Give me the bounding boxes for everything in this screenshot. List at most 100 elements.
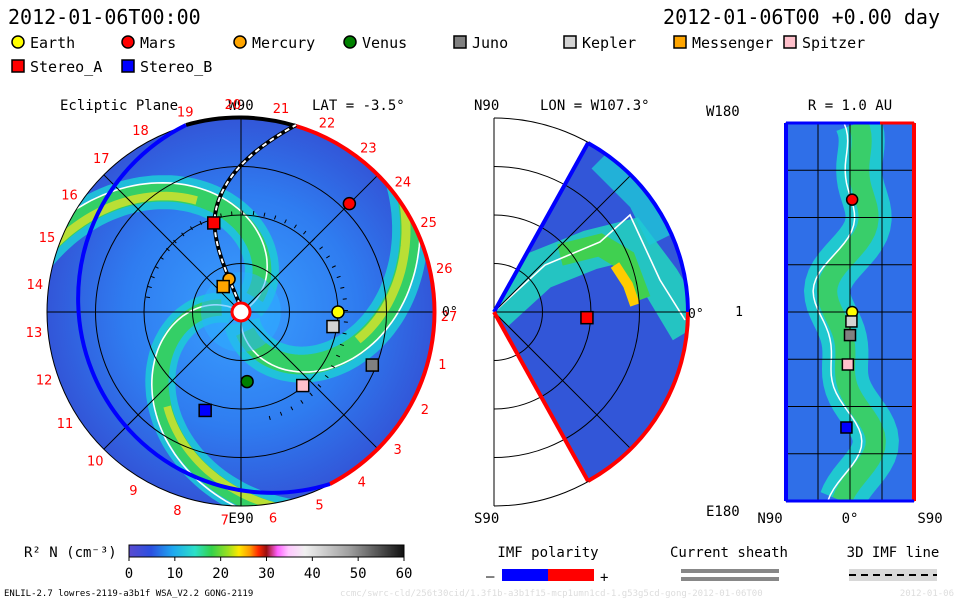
stereo-a-marker [11,59,25,73]
carrington-tick-26: 26 [436,262,453,277]
carrington-tick-19: 19 [177,106,194,121]
carrington-tick-15: 15 [39,231,56,246]
spitzer-marker [783,35,797,49]
legend-kepler-label: Kepler [582,34,636,52]
current-sheath-legend: Current sheath [670,545,788,581]
current-sheath-line-2 [681,577,779,581]
carrington-tick-11: 11 [57,417,74,432]
current-sheath-title: Current sheath [670,545,788,561]
meridional-rim-positive [587,311,690,483]
carrington-tick-7: 7 [221,513,229,528]
messenger-marker [216,279,230,294]
ecliptic-panel: Ecliptic Plane W90 LAT = -3.5° 123456789… [26,98,458,528]
legend-mercury-label: Mercury [252,34,315,52]
sun-marker [230,301,252,323]
ecliptic-right-label: 0° [442,305,458,320]
carrington-tick-22: 22 [319,117,336,132]
carrington-tick-14: 14 [27,278,44,293]
ecliptic-objects [198,196,380,418]
colorbar-ticks: 0 10 20 30 40 50 60 [125,557,413,582]
carrington-tick-25: 25 [420,216,437,231]
carrington-tick-27: 27 [441,310,458,325]
imf-line-legend: 3D IMF line [847,545,940,581]
lonlat-xtick-n90: N90 [757,511,782,527]
colorbar-tick-60: 60 [396,566,413,582]
lonlat-xtick-s90: S90 [917,511,942,527]
juno-marker [843,328,857,342]
stereo-b-marker [198,403,212,418]
ecliptic-rim-negative [76,123,331,495]
carrington-tick-24: 24 [395,175,412,190]
stereo-a-marker [207,216,221,230]
imf-line-title: 3D IMF line [847,545,940,561]
imf-polarity-plus: + [600,570,608,586]
lonlat-xtick-0-: 0° [842,511,859,527]
colorbar-tick-10: 10 [166,566,183,582]
carrington-tick-1: 1 [438,358,446,373]
imf-line-swatch-bg [849,569,937,581]
colorbar-scale [128,544,405,558]
colorbar-tick-20: 20 [212,566,229,582]
juno-marker [365,358,380,372]
venus-marker [240,374,254,389]
model-info: ENLIL-2.7 lowres-2119-a3b1f WSA_V2.2 GON… [4,589,253,599]
meridional-bottom-label: S90 [474,511,499,527]
legend-venus-label: Venus [362,34,407,52]
meridional-lon: LON = W107.3° [540,98,650,114]
juno-marker [453,35,467,49]
spitzer-marker [841,358,855,371]
stereo-b-marker [840,421,853,434]
imf-line [213,124,297,306]
meridional-panel: N90 LON = W107.3° 0° S90 [474,98,704,527]
current-sheath-line-1 [681,569,779,573]
colorbar-tick-0: 0 [125,566,133,582]
datetime-right: 2012-01-06T00 +0.00 day [663,5,940,29]
meridional-objects [580,310,594,325]
colorbar-tick-30: 30 [258,566,275,582]
object-legend: Earth Mars Mercury Venus Juno Kepler Messenger… [11,34,865,76]
carrington-tick-16: 16 [61,188,78,203]
legend-earth-label: Earth [30,34,75,52]
carrington-tick-23: 23 [360,142,377,157]
kepler-marker [326,319,340,334]
ecliptic-title: Ecliptic Plane [60,98,178,114]
ecliptic-top-label: W90 [228,98,253,114]
legend-juno-label: Juno [472,34,508,52]
legend-mars-label: Mars [140,34,176,52]
imf-positive-swatch [548,569,594,581]
stereo-a-marker [580,310,594,325]
ecliptic-bottom-label: E90 [228,511,253,527]
meridional-right-label: 0° [688,307,704,322]
legend-spitzer-label: Spitzer [802,34,865,52]
carrington-tick-3: 3 [393,443,401,458]
imf-polarity-title: IMF polarity [497,545,598,561]
earth-marker [331,305,345,319]
carrington-tick-10: 10 [87,454,104,469]
lonlat-x-ticks: N90 0° S90 [757,511,942,527]
colorbar-label: R² N (cm⁻³) [24,545,117,561]
carrington-tick-20: 20 [225,98,242,113]
carrington-tick-4: 4 [358,475,366,490]
date-stamp: 2012-01-06 [900,589,954,599]
earth-marker [11,35,25,49]
carrington-tick-9: 9 [129,484,137,499]
venus-marker [343,35,357,49]
credit-line: ccmc/swrc-cld/256t30cid/1.3f1b-a3b1f15-m… [340,589,763,599]
carrington-tick-21: 21 [273,102,290,117]
mars-marker [121,35,135,49]
carrington-tick-6: 6 [269,512,277,527]
meridional-top-label: N90 [474,98,499,114]
lonlat-mid-label: 1 [735,305,743,320]
carrington-tick-8: 8 [173,504,181,519]
carrington-tick-12: 12 [36,373,53,388]
meridional-rim-negative [587,141,690,313]
stereo-b-marker [121,59,135,73]
spitzer-marker [295,378,310,393]
carrington-tick-5: 5 [315,499,323,514]
ecliptic-lat: LAT = -3.5° [312,98,405,114]
imf-polarity-minus: – [486,569,495,585]
meridional-edge-positive [492,311,590,482]
mars-marker [342,196,357,211]
